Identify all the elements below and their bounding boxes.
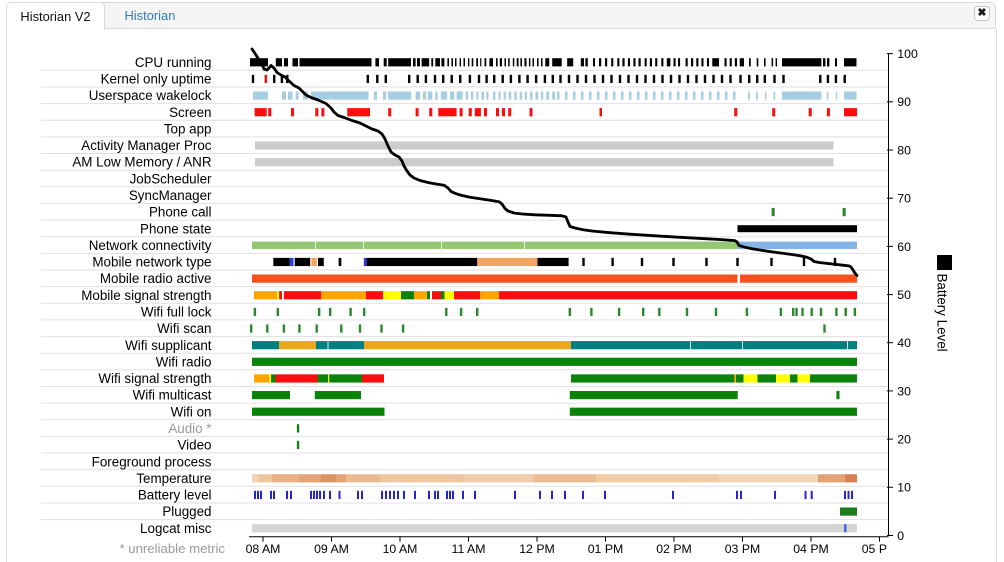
svg-text:10 AM: 10 AM bbox=[383, 542, 418, 556]
svg-text:01 PM: 01 PM bbox=[588, 542, 624, 556]
svg-text:05 PM: 05 PM bbox=[862, 542, 898, 556]
svg-text:SyncManager: SyncManager bbox=[129, 188, 212, 203]
svg-text:20: 20 bbox=[897, 433, 911, 447]
svg-text:0: 0 bbox=[897, 529, 904, 543]
svg-text:Network connectivity: Network connectivity bbox=[89, 238, 212, 253]
svg-text:60: 60 bbox=[897, 240, 911, 254]
svg-text:CPU running: CPU running bbox=[135, 55, 212, 70]
svg-text:Foreground process: Foreground process bbox=[92, 454, 212, 469]
svg-text:12 PM: 12 PM bbox=[519, 542, 555, 556]
svg-text:02 PM: 02 PM bbox=[656, 542, 692, 556]
svg-text:50: 50 bbox=[897, 288, 911, 302]
svg-text:90: 90 bbox=[897, 95, 911, 109]
svg-text:Battery level: Battery level bbox=[138, 488, 212, 503]
svg-text:Plugged: Plugged bbox=[162, 504, 211, 519]
svg-text:AM Low Memory / ANR: AM Low Memory / ANR bbox=[72, 155, 211, 170]
svg-text:08 AM: 08 AM bbox=[246, 542, 281, 556]
svg-text:04 PM: 04 PM bbox=[793, 542, 829, 556]
svg-text:Top app: Top app bbox=[164, 122, 212, 137]
svg-text:Wifi multicast: Wifi multicast bbox=[133, 388, 212, 403]
svg-text:Video: Video bbox=[177, 438, 211, 453]
svg-text:Mobile signal strength: Mobile signal strength bbox=[81, 288, 211, 303]
svg-text:Mobile network type: Mobile network type bbox=[92, 255, 211, 270]
svg-text:Wifi radio: Wifi radio bbox=[156, 354, 212, 369]
svg-text:* unreliable metric: * unreliable metric bbox=[119, 541, 225, 556]
svg-text:Phone call: Phone call bbox=[149, 205, 212, 220]
svg-text:80: 80 bbox=[897, 143, 911, 157]
svg-text:70: 70 bbox=[897, 192, 911, 206]
svg-text:09 AM: 09 AM bbox=[314, 542, 349, 556]
svg-text:11 AM: 11 AM bbox=[452, 542, 486, 556]
svg-text:100: 100 bbox=[897, 47, 918, 61]
svg-text:JobScheduler: JobScheduler bbox=[130, 171, 212, 186]
svg-text:10: 10 bbox=[897, 481, 911, 495]
svg-text:Wifi signal strength: Wifi signal strength bbox=[98, 371, 211, 386]
svg-text:Logcat misc: Logcat misc bbox=[140, 521, 212, 536]
svg-text:Wifi scan: Wifi scan bbox=[157, 321, 211, 336]
svg-text:Screen: Screen bbox=[169, 105, 211, 120]
svg-text:Audio *: Audio * bbox=[168, 421, 211, 436]
svg-text:Phone state: Phone state bbox=[140, 221, 211, 236]
svg-text:Activity Manager Proc: Activity Manager Proc bbox=[81, 138, 212, 153]
svg-text:Kernel only uptime: Kernel only uptime bbox=[101, 72, 212, 87]
svg-text:Mobile radio active: Mobile radio active bbox=[100, 271, 212, 286]
svg-text:Battery Level: Battery Level bbox=[935, 274, 950, 352]
svg-text:Wifi full lock: Wifi full lock bbox=[141, 305, 212, 320]
svg-text:Temperature: Temperature bbox=[136, 471, 211, 486]
svg-text:Userspace wakelock: Userspace wakelock bbox=[89, 88, 212, 103]
svg-text:Wifi on: Wifi on bbox=[171, 404, 212, 419]
svg-text:Wifi supplicant: Wifi supplicant bbox=[125, 338, 212, 353]
svg-text:03 PM: 03 PM bbox=[725, 542, 761, 556]
svg-text:40: 40 bbox=[897, 336, 911, 350]
svg-text:30: 30 bbox=[897, 384, 911, 398]
